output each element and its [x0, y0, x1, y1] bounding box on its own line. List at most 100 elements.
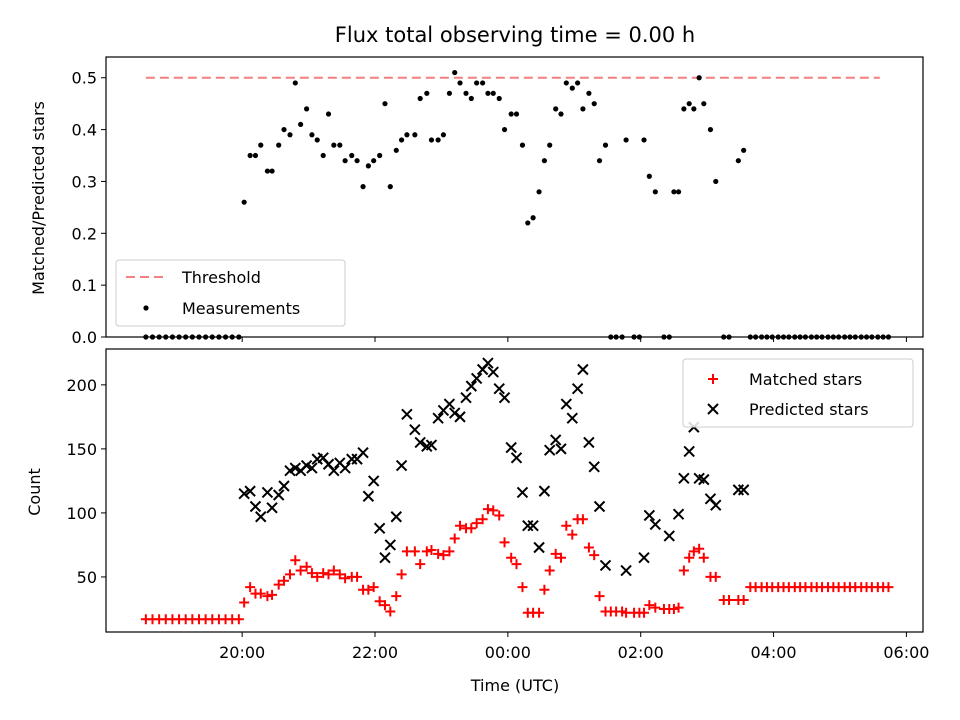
predicted-legend-label: Predicted stars — [749, 400, 869, 419]
measurement-point — [298, 121, 304, 128]
measurement-point — [696, 75, 702, 81]
measurement-point — [547, 142, 553, 148]
matched-star-point — [511, 559, 522, 570]
measurement-point — [365, 163, 371, 169]
matched-star-point — [391, 591, 402, 602]
predicted-star-point — [698, 473, 710, 486]
matched-star-point — [368, 582, 379, 593]
measurement-point — [264, 168, 271, 174]
measurement-point — [496, 95, 502, 102]
predicted-star-point — [249, 500, 262, 513]
measurement-point — [281, 126, 287, 133]
predicted-star-point — [261, 486, 274, 499]
x-tick-label: 06:00 — [883, 643, 929, 662]
measurement-point — [382, 101, 388, 107]
matched-star-point — [239, 597, 250, 608]
matched-star-point — [444, 546, 455, 557]
bottom-y-tick-label: 100 — [66, 504, 97, 523]
matched-star-point — [301, 561, 312, 572]
measurement-point — [241, 199, 247, 205]
predicted-star-point — [571, 382, 584, 395]
measurement-point — [652, 189, 658, 195]
matched-star-point — [374, 596, 385, 607]
measurement-point — [675, 189, 682, 195]
matched-star-point — [284, 569, 295, 580]
predicted-star-point — [527, 520, 539, 532]
measurement-point — [440, 132, 447, 138]
predicted-star-point — [432, 412, 444, 424]
matched-star-point — [290, 555, 301, 566]
predicted-star-point — [649, 518, 662, 531]
measurement-point — [387, 184, 393, 190]
measurement-point — [735, 158, 741, 164]
measurement-point — [563, 80, 569, 86]
predicted-star-point — [566, 412, 578, 424]
measurement-point — [646, 173, 652, 179]
predicted-star-point — [238, 487, 250, 500]
top-legend-box — [115, 259, 346, 327]
predicted-star-point — [373, 522, 386, 534]
matched-star-point — [724, 594, 735, 605]
predicted-star-point — [460, 391, 472, 404]
matched-star-point — [698, 552, 709, 563]
predicted-star-point — [306, 462, 318, 474]
measurement-point — [707, 126, 714, 133]
measurement-point — [276, 142, 282, 148]
measurement-point — [596, 158, 603, 164]
matched-star-point — [668, 603, 679, 614]
predicted-star-point — [543, 444, 556, 456]
measurement-point — [417, 95, 423, 102]
matched-star-point — [438, 550, 449, 561]
matched-star-point — [738, 594, 749, 605]
measurement-point — [501, 126, 508, 133]
matched-star-point — [312, 571, 323, 582]
predicted-star-point — [454, 411, 466, 423]
matched-star-point — [318, 568, 329, 579]
predicted-star-point — [465, 380, 478, 392]
predicted-star-point — [339, 462, 351, 474]
matched-star-point — [255, 588, 266, 599]
matched-star-point — [678, 565, 689, 576]
matched-star-point — [694, 543, 705, 554]
measurement-point — [530, 215, 536, 221]
x-tick-label: 02:00 — [618, 643, 664, 662]
bottom-legend-box — [682, 358, 914, 428]
measurement-point — [713, 178, 719, 185]
matched-star-point — [245, 582, 256, 593]
matched-star-point — [233, 614, 244, 625]
predicted-star-point — [244, 485, 256, 497]
predicted-star-point — [593, 500, 606, 513]
predicted-star-point — [409, 423, 421, 436]
top-plot-area: 0.0 0.1 0.2 0.3 0.4 0.5 Threshold Measurements — [72, 56, 924, 347]
measurement-point — [541, 158, 547, 164]
measurement-point — [490, 90, 496, 96]
predicted-star-point — [533, 541, 545, 554]
predicted-star-point — [663, 530, 675, 542]
measurement-point — [393, 147, 399, 153]
matched-star-point — [583, 542, 594, 553]
measurement-point — [686, 101, 692, 107]
predicted-star-point — [414, 436, 426, 449]
predicted-star-point — [710, 499, 722, 511]
measurement-point — [513, 111, 520, 117]
measurement-point — [269, 168, 275, 174]
matched-star-point — [415, 559, 426, 570]
predicted-star-point — [357, 447, 369, 459]
predicted-star-point — [425, 439, 438, 451]
predicted-star-point — [683, 445, 695, 458]
matched-star-point — [466, 523, 477, 534]
matched-star-point — [471, 518, 482, 529]
predicted-star-point — [493, 382, 505, 395]
measurement-point — [586, 90, 592, 96]
measurement-point — [463, 90, 469, 96]
matched-star-point — [544, 565, 555, 576]
bottom-axes-frame — [105, 348, 924, 633]
measurement-point — [457, 80, 463, 86]
matched-star-point — [385, 606, 396, 617]
measurement-point — [558, 111, 564, 117]
top-y-tick-label: 0.0 — [72, 328, 97, 347]
matched-star-point — [409, 546, 420, 557]
matched-star-point — [506, 552, 517, 563]
measurement-point — [508, 111, 514, 117]
predicted-star-point — [384, 539, 396, 551]
